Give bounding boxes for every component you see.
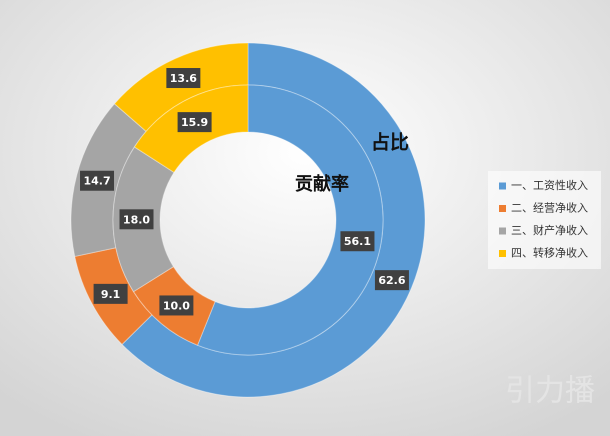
legend-swatch (499, 227, 506, 235)
legend-swatch (499, 182, 506, 190)
data-label: 14.7 (83, 175, 110, 188)
legend-box (488, 171, 601, 269)
data-label: 56.1 (344, 235, 371, 248)
legend-swatch (499, 250, 506, 257)
data-label-box (80, 170, 115, 191)
data-label-box (340, 231, 375, 252)
data-label-box (93, 283, 128, 304)
legend-label: 四、转移净收入 (511, 246, 588, 260)
data-label: 13.6 (170, 72, 197, 85)
data-label-box (177, 112, 212, 133)
data-label-box (159, 295, 194, 316)
watermark: 引力播 (505, 374, 595, 409)
legend-label: 三、财产净收入 (511, 223, 588, 237)
ring-label: 贡献率 (295, 173, 349, 195)
data-label: 18.0 (123, 213, 150, 226)
ring-label: 占比 (371, 131, 409, 154)
data-label: 62.6 (378, 274, 405, 287)
data-label-box (166, 68, 201, 89)
legend-label: 二、经营净收入 (511, 201, 588, 215)
data-label: 15.9 (181, 116, 208, 129)
donut-slice (196, 84, 384, 356)
legend-swatch (499, 205, 506, 212)
data-label-box (374, 270, 409, 291)
data-label: 9.1 (101, 288, 121, 301)
data-label-box (119, 209, 154, 230)
data-label: 10.0 (163, 299, 190, 312)
legend-label: 一、工资性收入 (511, 178, 588, 192)
